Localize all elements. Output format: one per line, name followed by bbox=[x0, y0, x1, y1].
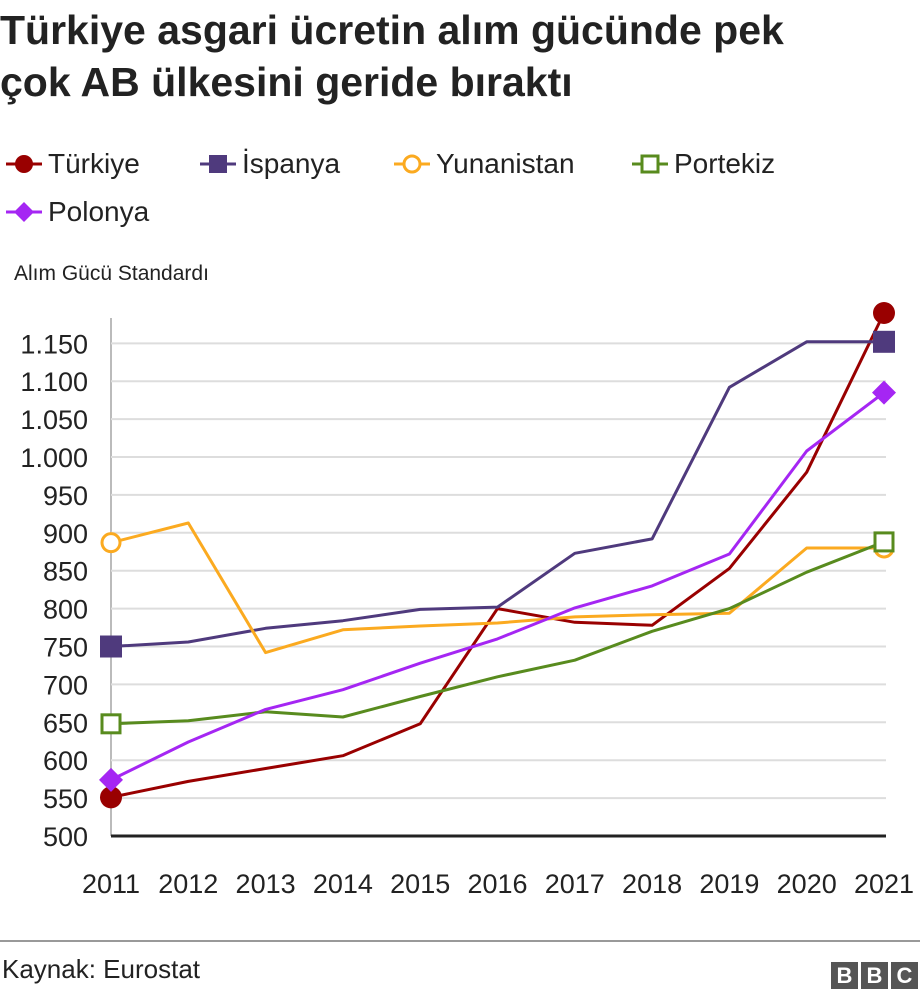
logo-letter: B bbox=[831, 962, 858, 989]
y-tick-label: 950 bbox=[43, 481, 88, 511]
y-tick-label: 750 bbox=[43, 633, 88, 663]
legend-label: Türkiye bbox=[48, 148, 140, 179]
y-tick-label: 850 bbox=[43, 557, 88, 587]
legend-item-portekiz: Portekiz bbox=[632, 146, 775, 182]
y-tick-label: 1.050 bbox=[20, 405, 88, 435]
x-tick-label: 2017 bbox=[545, 869, 605, 899]
series-line-5 bbox=[110, 391, 885, 782]
open-circle-marker-icon bbox=[394, 154, 430, 174]
legend-label: Yunanistan bbox=[436, 148, 575, 179]
legend-item-yunanistan: Yunanistan bbox=[394, 146, 575, 182]
series-line-4 bbox=[110, 540, 885, 726]
logo-letter: B bbox=[861, 962, 888, 989]
legend-label: İspanya bbox=[242, 148, 341, 179]
y-tick-label: 1.100 bbox=[20, 367, 88, 397]
legend-label: Polonya bbox=[48, 196, 150, 227]
y-tick-label: 500 bbox=[43, 822, 88, 852]
footer-divider bbox=[0, 940, 920, 942]
series-line-3 bbox=[110, 521, 884, 655]
x-axis-ticks: 2011 2012 2013 2014 2015 2016 2017 2018 2019 2020… bbox=[82, 869, 914, 899]
chart-title-line-2: çok AB ülkesini geride bıraktı bbox=[0, 59, 573, 105]
series-line-2 bbox=[110, 340, 884, 648]
circle-marker-icon bbox=[6, 155, 42, 173]
data-point-1-2021 bbox=[873, 302, 895, 324]
y-tick-label: 550 bbox=[43, 784, 88, 814]
x-tick-label: 2019 bbox=[699, 869, 759, 899]
y-tick-label: 600 bbox=[43, 746, 88, 776]
chart-title-line-1: Türkiye asgari ücretin alım gücünde pek bbox=[0, 7, 784, 53]
y-tick-label: 1.000 bbox=[20, 443, 88, 473]
x-tick-label: 2013 bbox=[236, 869, 296, 899]
data-point-2-2011 bbox=[100, 635, 122, 658]
diamond-marker-icon bbox=[6, 202, 42, 222]
y-axis-label: Alım Gücü Standardı bbox=[14, 262, 209, 285]
data-point-4-2011 bbox=[100, 713, 122, 735]
source-note: Kaynak: Eurostat bbox=[2, 954, 200, 984]
legend-item-ispanya: İspanya bbox=[200, 146, 340, 182]
data-point-5-2021 bbox=[872, 380, 896, 405]
x-tick-label: 2015 bbox=[390, 869, 450, 899]
y-axis-ticks: 500 550 600 650 700 750 800 850 900 950 1.000 1.050… bbox=[20, 329, 88, 852]
y-tick-label: 1.150 bbox=[20, 329, 88, 359]
open-square-marker-icon bbox=[632, 154, 668, 174]
bbc-logo: B B C bbox=[831, 962, 918, 989]
y-tick-label: 900 bbox=[43, 519, 88, 549]
x-tick-label: 2016 bbox=[467, 869, 527, 899]
data-point-2-2021 bbox=[873, 330, 895, 353]
data-point-4-2021 bbox=[873, 531, 895, 553]
y-tick-label: 800 bbox=[43, 595, 88, 625]
x-tick-label: 2021 bbox=[854, 869, 914, 899]
legend-item-turkiye: Türkiye bbox=[6, 146, 140, 182]
x-tick-label: 2020 bbox=[777, 869, 837, 899]
data-point-1-2011 bbox=[100, 786, 122, 809]
y-tick-label: 650 bbox=[43, 708, 88, 738]
legend-item-polonya: Polonya bbox=[6, 194, 149, 230]
line-chart: 500 550 600 650 700 750 800 850 900 950 1.000 1.050… bbox=[20, 302, 914, 899]
x-tick-label: 2012 bbox=[158, 869, 218, 899]
data-point-3-2011 bbox=[100, 532, 122, 554]
grid-lines bbox=[110, 318, 886, 838]
square-marker-icon bbox=[200, 155, 236, 173]
chart-title: Türkiye asgari ücretin alım gücünde pek … bbox=[0, 4, 920, 108]
x-tick-label: 2018 bbox=[622, 869, 682, 899]
x-tick-label: 2014 bbox=[313, 869, 373, 899]
x-tick-label: 2011 bbox=[82, 869, 140, 899]
y-tick-label: 700 bbox=[43, 670, 88, 700]
series-lines bbox=[110, 312, 886, 799]
data-point-5-2011 bbox=[99, 767, 123, 792]
series-markers bbox=[99, 302, 896, 809]
logo-letter: C bbox=[891, 962, 918, 989]
legend-label: Portekiz bbox=[674, 148, 776, 179]
